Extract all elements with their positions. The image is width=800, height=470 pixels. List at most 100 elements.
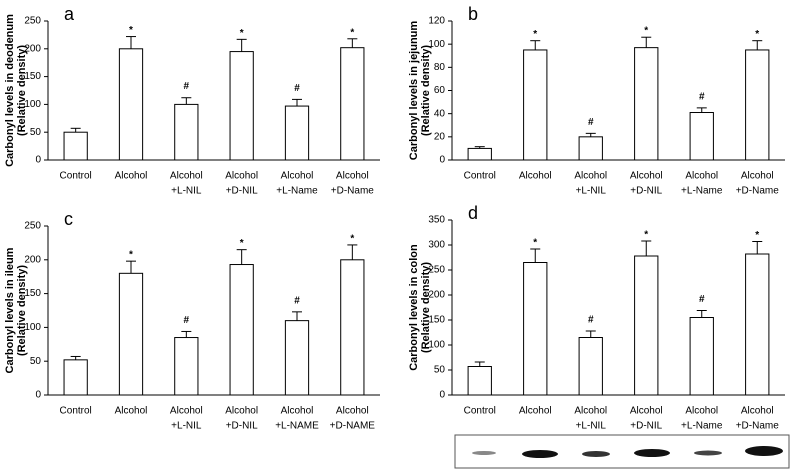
bar [689, 112, 714, 161]
y-tick-label: 250 [428, 265, 445, 276]
x-tick-label: +D-Name [736, 186, 780, 197]
bar [523, 262, 548, 396]
y-axis-label: Carbonyl levels in ileum [4, 247, 16, 373]
x-tick-label: Control [60, 171, 92, 182]
bar [229, 51, 254, 161]
y-axis-label: (Relative density) [16, 45, 28, 136]
y-tick-label: 0 [35, 390, 41, 401]
y-tick-label: 100 [24, 99, 41, 110]
x-tick-label: Alcohol [170, 171, 203, 182]
bar [284, 320, 310, 396]
y-axis-label: Carbonyl levels in deodenum [4, 14, 16, 167]
significance-marker: * [129, 250, 133, 261]
y-tick-label: 120 [428, 16, 445, 27]
significance-marker: * [644, 26, 648, 37]
bar [229, 264, 254, 396]
y-tick-label: 100 [24, 322, 41, 333]
x-tick-label: +L-Name [681, 421, 723, 432]
significance-marker: * [240, 238, 244, 249]
x-tick-label: +L-Name [681, 186, 723, 197]
blot-band [522, 450, 558, 458]
significance-marker: * [644, 230, 648, 241]
blot-band [634, 449, 670, 457]
significance-marker: * [755, 230, 759, 241]
blot-band [694, 450, 722, 456]
y-tick-label: 0 [35, 155, 41, 166]
x-tick-label: Alcohol [574, 171, 607, 182]
significance-marker: # [294, 295, 300, 306]
x-tick-label: Alcohol [281, 171, 314, 182]
x-tick-label: Alcohol [574, 406, 607, 417]
x-tick-label: +L-NIL [576, 421, 607, 432]
x-tick-label: Alcohol [630, 406, 663, 417]
x-tick-label: +D-NIL [226, 186, 258, 197]
significance-marker: * [755, 29, 759, 40]
y-tick-label: 250 [24, 221, 41, 232]
x-tick-label: Alcohol [336, 171, 369, 182]
x-tick-label: +L-NIL [171, 421, 202, 432]
bar [174, 337, 199, 396]
significance-marker: # [588, 315, 594, 326]
x-tick-label: Alcohol [115, 406, 148, 417]
x-tick-label: Alcohol [519, 171, 552, 182]
y-tick-label: 50 [30, 356, 42, 367]
blot-frame [454, 434, 790, 469]
bar [578, 337, 603, 396]
significance-marker: # [699, 294, 705, 305]
western-blot [454, 434, 790, 469]
y-tick-label: 0 [439, 155, 445, 166]
significance-marker: * [129, 25, 133, 36]
y-tick-label: 60 [434, 85, 446, 96]
x-tick-label: +D-NIL [630, 421, 662, 432]
x-tick-label: +D-NIL [630, 186, 662, 197]
bar [284, 105, 310, 161]
bar [578, 136, 603, 161]
panel-label: a [64, 4, 75, 24]
y-tick-label: 200 [24, 254, 41, 265]
y-tick-label: 150 [24, 71, 41, 82]
y-axis-label: (Relative density) [16, 265, 28, 356]
x-tick-label: Alcohol [741, 406, 774, 417]
bar [467, 366, 492, 396]
y-tick-label: 100 [428, 39, 445, 50]
significance-marker: * [350, 27, 354, 38]
y-tick-label: 250 [24, 16, 41, 27]
x-tick-label: Alcohol [225, 406, 258, 417]
x-tick-label: +L-NIL [576, 186, 607, 197]
x-tick-label: +D-NAME [330, 421, 376, 432]
bar [634, 47, 659, 161]
blot-band [582, 451, 610, 457]
bar [467, 147, 492, 161]
y-tick-label: 50 [434, 365, 446, 376]
y-tick-label: 40 [434, 108, 446, 119]
bar [174, 103, 199, 161]
y-tick-label: 200 [428, 290, 445, 301]
significance-marker: * [240, 28, 244, 39]
bar [63, 131, 88, 161]
bar [745, 253, 770, 396]
y-axis-label: (Relative density) [420, 262, 432, 353]
y-tick-label: 350 [428, 215, 445, 226]
x-tick-label: Control [60, 406, 92, 417]
x-tick-label: +D-Name [331, 186, 375, 197]
x-tick-label: Alcohol [115, 171, 148, 182]
x-tick-label: +L-NIL [171, 186, 202, 197]
y-tick-label: 100 [428, 340, 445, 351]
significance-marker: # [294, 83, 300, 94]
bar [523, 49, 548, 161]
significance-marker: # [699, 91, 705, 102]
significance-marker: # [184, 315, 190, 326]
bar [745, 49, 770, 161]
blot-band [472, 451, 496, 455]
x-tick-label: Alcohol [519, 406, 552, 417]
significance-marker: * [350, 233, 354, 244]
y-axis-label: Carbonyl levels in colon [408, 244, 420, 371]
x-tick-label: Alcohol [630, 171, 663, 182]
x-tick-label: Alcohol [281, 406, 314, 417]
x-tick-label: Alcohol [336, 406, 369, 417]
bar [340, 47, 365, 161]
y-tick-label: 150 [24, 288, 41, 299]
x-tick-label: Alcohol [170, 406, 203, 417]
panel-label: b [468, 4, 478, 24]
